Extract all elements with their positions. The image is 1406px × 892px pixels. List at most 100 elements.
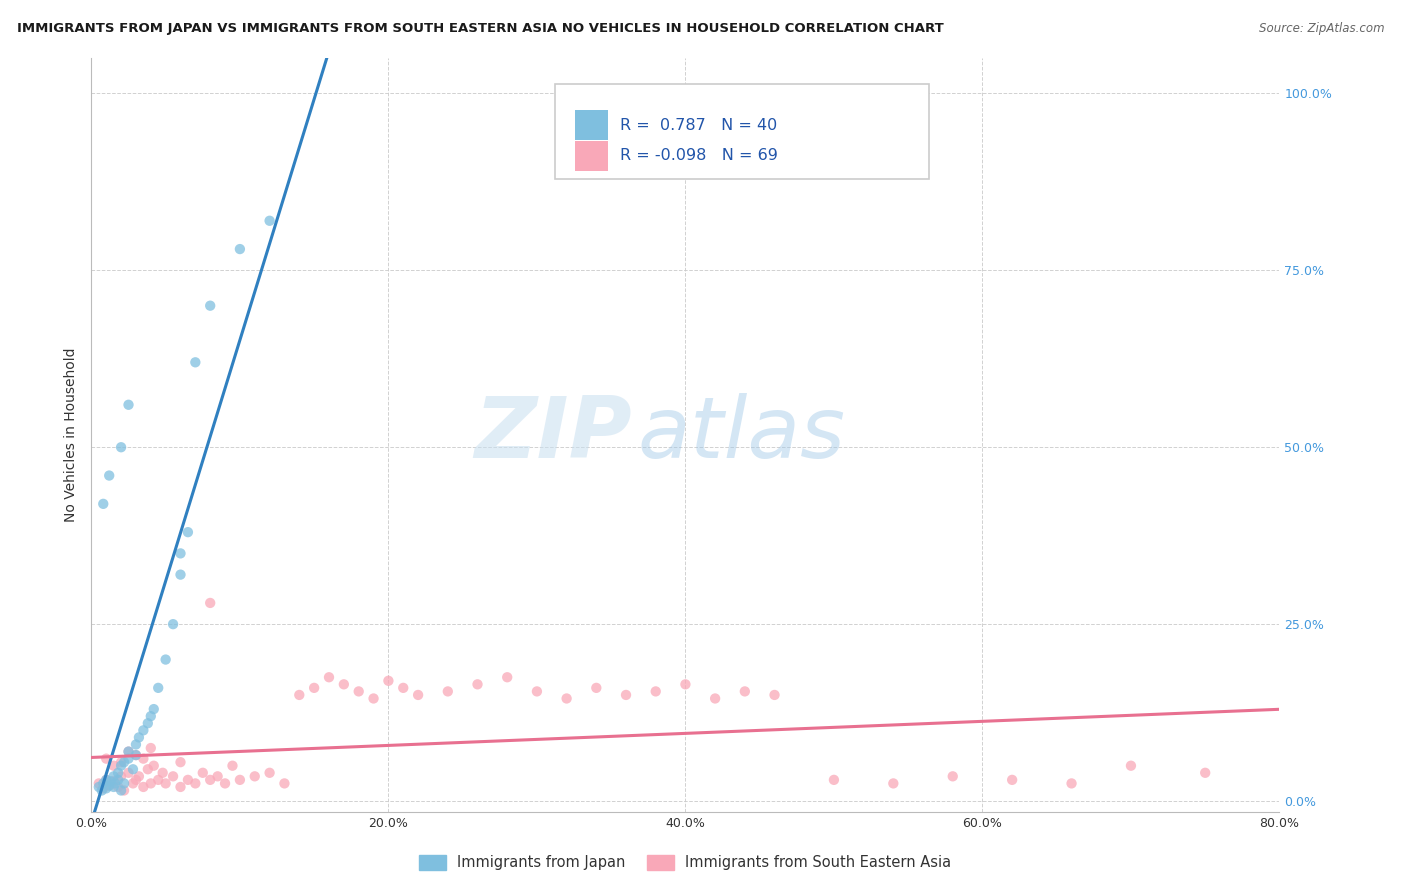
Point (103, 774, 125, 789)
Text: Source: ZipAtlas.com: Source: ZipAtlas.com (1260, 22, 1385, 36)
Point (132, 723, 155, 738)
Point (177, 525, 200, 540)
Point (243, 769, 266, 783)
Point (117, 765, 139, 780)
Point (142, 702, 165, 716)
Point (96, 751, 118, 765)
Point (673, 677, 696, 691)
Point (347, 684, 370, 698)
Point (169, 546, 191, 560)
Point (91, 776, 114, 790)
Point (184, 776, 207, 790)
Point (259, 765, 281, 780)
Point (136, 762, 159, 776)
Point (110, 755, 132, 769)
Point (288, 688, 311, 702)
Point (100, 774, 122, 789)
Point (117, 745, 139, 759)
Point (110, 440, 132, 454)
Point (467, 677, 489, 691)
Point (125, 748, 148, 763)
Point (496, 670, 519, 684)
Point (122, 776, 145, 790)
Point (184, 355, 207, 369)
Point (110, 769, 132, 783)
Point (139, 709, 162, 723)
Point (128, 769, 150, 783)
Point (200, 772, 222, 787)
Point (169, 780, 191, 794)
Point (704, 691, 727, 706)
Legend: Immigrants from Japan, Immigrants from South Eastern Asia: Immigrants from Japan, Immigrants from S… (413, 849, 957, 876)
Point (112, 776, 135, 790)
Point (162, 769, 184, 783)
Point (377, 673, 399, 688)
Point (200, 299, 222, 313)
FancyBboxPatch shape (555, 85, 929, 178)
Point (273, 776, 295, 790)
Point (1194, 765, 1216, 780)
Point (91, 781, 114, 796)
Point (98, 779, 121, 793)
Point (191, 765, 214, 780)
Point (169, 567, 191, 582)
Point (91, 497, 114, 511)
Point (112, 755, 135, 769)
Point (1001, 772, 1024, 787)
Point (214, 776, 236, 790)
Text: R = -0.098   N = 69: R = -0.098 N = 69 (620, 148, 778, 163)
Point (882, 776, 904, 790)
Point (98, 468, 121, 483)
Point (148, 681, 170, 695)
Point (125, 748, 148, 763)
Point (132, 780, 155, 794)
Point (136, 716, 159, 731)
Point (644, 684, 666, 698)
Point (763, 688, 786, 702)
Point (117, 751, 139, 765)
Point (221, 758, 243, 772)
Point (1060, 776, 1083, 790)
Point (162, 617, 184, 632)
Point (125, 772, 148, 787)
Point (132, 751, 155, 765)
Point (110, 758, 132, 772)
Point (142, 758, 165, 772)
Point (107, 780, 129, 794)
Point (139, 741, 162, 756)
Point (87, 780, 110, 794)
Point (125, 738, 148, 752)
Y-axis label: No Vehicles in Household: No Vehicles in Household (65, 348, 79, 522)
Point (90, 783, 112, 797)
Point (169, 755, 191, 769)
Point (363, 691, 385, 706)
Bar (575, 141, 609, 170)
Text: R =  0.787   N = 40: R = 0.787 N = 40 (620, 118, 778, 133)
Point (103, 769, 125, 783)
Point (152, 765, 174, 780)
Point (155, 652, 177, 666)
Point (103, 780, 125, 794)
Point (98, 779, 121, 793)
Point (585, 681, 607, 695)
Bar (575, 111, 609, 140)
Point (103, 758, 125, 772)
Point (96, 772, 118, 787)
Point (333, 677, 356, 691)
Point (122, 762, 145, 776)
Point (128, 731, 150, 745)
Point (318, 670, 340, 684)
Text: atlas: atlas (638, 393, 846, 476)
Point (117, 398, 139, 412)
Point (107, 772, 129, 787)
Point (229, 242, 252, 256)
Point (110, 783, 132, 797)
Point (555, 691, 578, 706)
Point (117, 745, 139, 759)
Point (155, 776, 177, 790)
Point (942, 769, 965, 783)
Point (734, 684, 756, 698)
Point (112, 783, 135, 797)
Point (436, 684, 458, 698)
Point (200, 596, 222, 610)
